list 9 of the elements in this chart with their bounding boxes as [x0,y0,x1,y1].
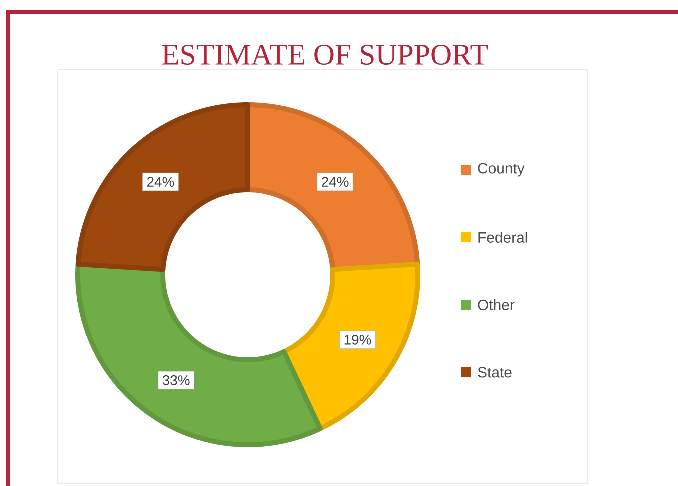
chart-title: ESTIMATE OF SUPPORT [162,44,488,66]
data-label: 19% [344,334,372,345]
data-label: 24% [147,177,174,187]
data-label: 33% [162,376,190,386]
legend-label: County [478,163,525,177]
data-label: 24% [322,177,349,187]
legend-label: Other [478,300,515,310]
legend-label: Federal [478,232,528,243]
legend-label: State [478,367,512,378]
